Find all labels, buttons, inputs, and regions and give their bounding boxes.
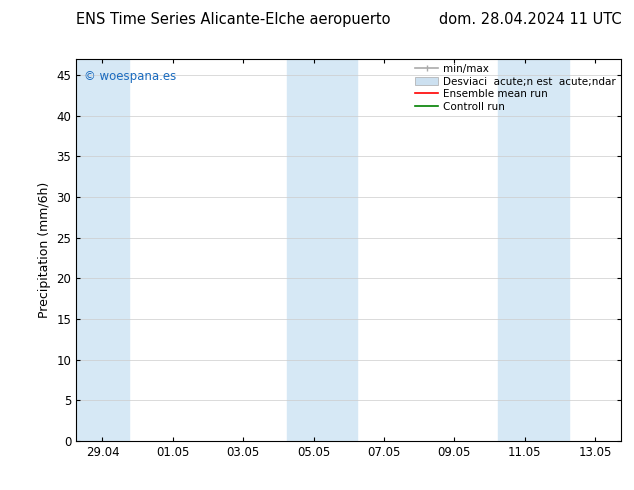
- Bar: [76, 59, 129, 441]
- Text: ENS Time Series Alicante-Elche aeropuerto: ENS Time Series Alicante-Elche aeropuert…: [76, 12, 391, 27]
- Bar: [287, 59, 358, 441]
- Legend: min/max, Desviaci  acute;n est  acute;ndar, Ensemble mean run, Controll run: min/max, Desviaci acute;n est acute;ndar…: [413, 62, 618, 114]
- Text: dom. 28.04.2024 11 UTC: dom. 28.04.2024 11 UTC: [439, 12, 621, 27]
- Bar: [498, 59, 569, 441]
- Text: © woespana.es: © woespana.es: [84, 70, 176, 83]
- Y-axis label: Precipitation (mm/6h): Precipitation (mm/6h): [38, 182, 51, 318]
